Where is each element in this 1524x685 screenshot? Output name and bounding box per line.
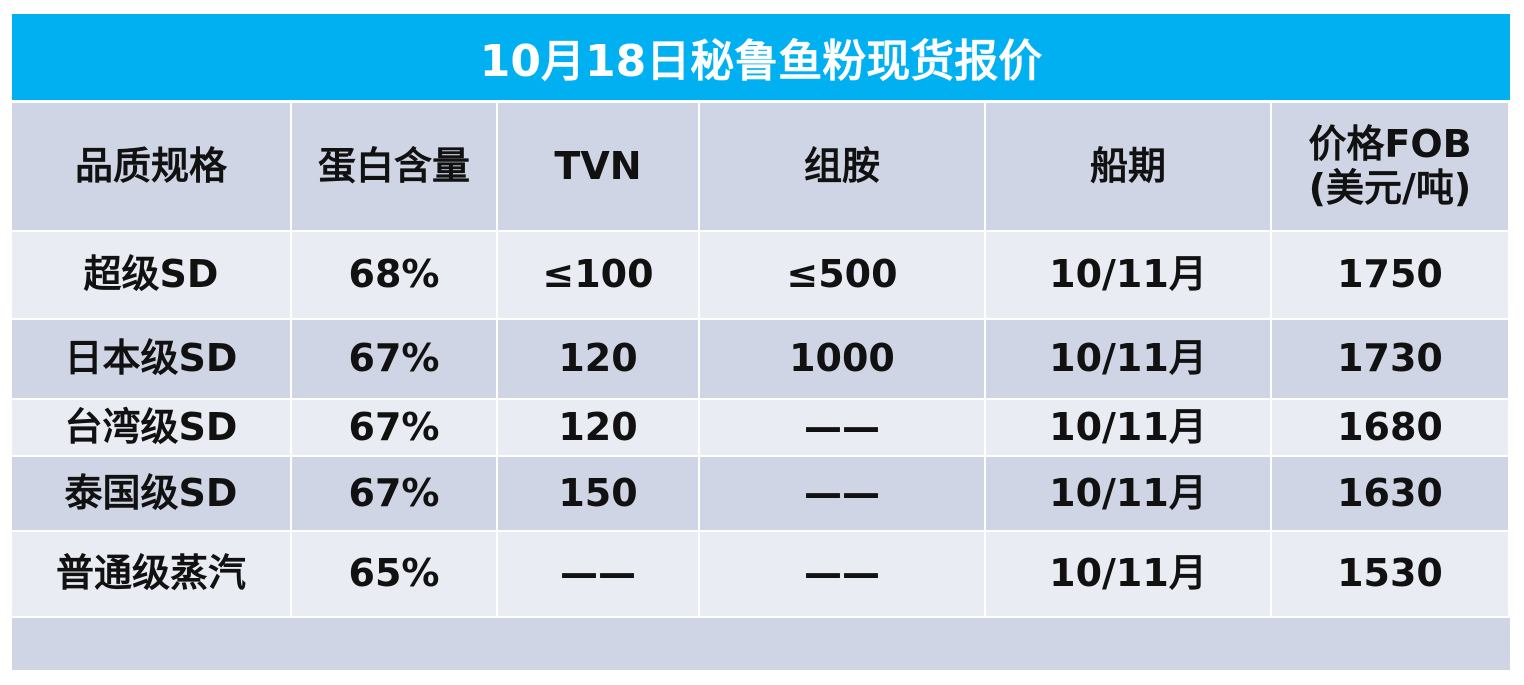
table-cell: 68% — [292, 232, 496, 318]
table-cell: 1730 — [1272, 320, 1508, 398]
header-cell: 价格FOB (美元/吨) — [1272, 103, 1508, 230]
table-cell: 1000 — [700, 320, 984, 398]
table-cell: 1680 — [1272, 400, 1508, 455]
table-cell: ≤100 — [498, 232, 698, 318]
table-cell: 67% — [292, 320, 496, 398]
table-cell: 10/11月 — [986, 457, 1270, 530]
table-cell: 10/11月 — [986, 400, 1270, 455]
table-title: 10月18日秘鲁鱼粉现货报价 — [12, 14, 1510, 100]
table-cell: 台湾级SD — [12, 400, 290, 455]
header-cell: TVN — [498, 103, 698, 230]
table-cell: 10/11月 — [986, 320, 1270, 398]
table-cell: 日本级SD — [12, 320, 290, 398]
header-cell: 蛋白含量 — [292, 103, 496, 230]
table-cell: 普通级蒸汽 — [12, 532, 290, 616]
table-cell: 10/11月 — [986, 232, 1270, 318]
table-cell: 67% — [292, 400, 496, 455]
table-cell: 泰国级SD — [12, 457, 290, 530]
table-cell: —— — [700, 532, 984, 616]
table-cell: —— — [700, 400, 984, 455]
empty-row — [12, 618, 1510, 670]
table-cell: 1530 — [1272, 532, 1508, 616]
header-cell: 品质规格 — [12, 103, 290, 230]
table-cell: ≤500 — [700, 232, 984, 318]
table-cell: 1630 — [1272, 457, 1508, 530]
table-cell: 150 — [498, 457, 698, 530]
table-cell: —— — [700, 457, 984, 530]
table-cell: 67% — [292, 457, 496, 530]
table-cell: 1750 — [1272, 232, 1508, 318]
table-cell: 10/11月 — [986, 532, 1270, 616]
table-cell: 超级SD — [12, 232, 290, 318]
table-cell: 120 — [498, 320, 698, 398]
table-cell: —— — [498, 532, 698, 616]
header-cell: 船期 — [986, 103, 1270, 230]
header-cell: 组胺 — [700, 103, 984, 230]
table-cell: 120 — [498, 400, 698, 455]
table-cell: 65% — [292, 532, 496, 616]
